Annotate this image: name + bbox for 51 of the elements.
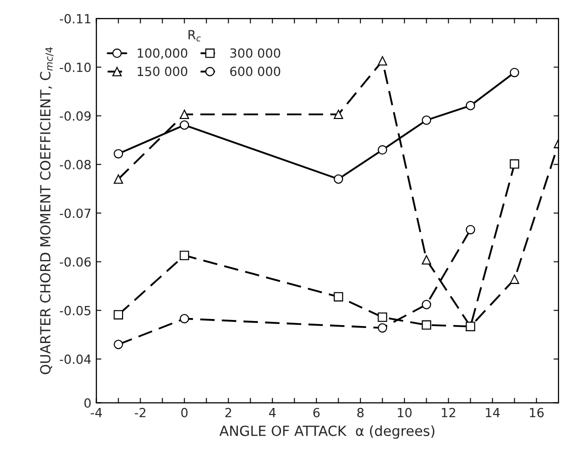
point [334,110,344,120]
y-tick-label: -0.08 [60,160,91,170]
point [180,314,190,324]
x-tick-label: 14 [486,408,500,418]
y-tick-label: -0.09 [60,111,91,121]
x-tick-label: 4 [269,408,276,418]
point [378,56,388,66]
y-tick-label: -0.05 [60,306,90,316]
point [180,250,190,260]
y-tick-label: -0.10 [60,62,91,72]
x-tick-label: 12 [442,408,456,418]
y-axis-title: QUARTER CHORD MOMENT COEFFICIENT, C$_{mc/4}$ [40,47,54,374]
point [334,292,344,302]
x-tick-label: 6 [313,408,320,418]
y-tick-label: 0 [84,398,91,408]
y-tick-label: -0.04 [60,354,91,364]
point [510,159,520,169]
point [510,68,520,78]
point [114,340,124,350]
point [114,149,124,158]
x-tick-label: -4 [90,408,102,418]
x-tick-label: 10 [398,408,412,418]
legend-label: 150 000 [138,66,188,76]
y-tick-label: -0.11 [60,14,90,24]
point [114,174,124,184]
point [466,224,476,234]
point [422,116,432,125]
legend-label: 300 000 [230,48,280,58]
point [378,145,388,155]
legend-label: 600 000 [230,66,280,76]
x-tick-label: 8 [357,408,364,418]
point [180,110,190,120]
point [510,274,520,284]
point [180,120,190,130]
legend-title: R$_{c}$ [188,30,201,42]
point [114,310,124,320]
point [422,255,432,264]
point [378,312,388,322]
x-axis-title: ANGLE OF ATTACK α (degrees) [219,425,434,439]
point [378,323,388,333]
x-tick-label: -2 [134,408,146,418]
point [422,300,432,310]
point [466,100,476,110]
x-tick-label: 2 [225,408,232,418]
y-tick-label: -0.06 [60,257,91,267]
y-tick-label: -0.07 [60,208,90,218]
x-tick-label: 16 [530,408,544,418]
point [422,320,432,330]
point [334,174,344,184]
legend-label: 100,000 [138,48,188,60]
x-tick-label: 0 [181,408,188,418]
